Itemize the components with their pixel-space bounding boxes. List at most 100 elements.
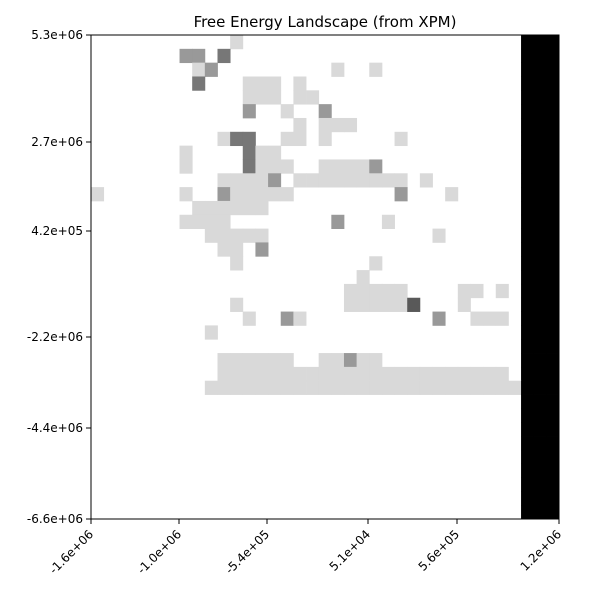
heatmap-cell: [204, 214, 218, 229]
heatmap-cell: [255, 200, 269, 216]
heatmap-cell: [533, 311, 547, 326]
heatmap-cell: [533, 173, 547, 188]
heatmap-cell: [521, 394, 535, 409]
heatmap-cell: [356, 297, 370, 312]
heatmap-cell: [546, 366, 560, 382]
heatmap-cell: [268, 187, 282, 202]
heatmap-cell: [331, 380, 345, 395]
heatmap-cell: [457, 283, 471, 299]
heatmap-cell: [242, 311, 256, 326]
heatmap-cell: [533, 449, 547, 465]
heatmap-cell: [483, 311, 497, 326]
heatmap-cell: [293, 76, 307, 91]
heatmap-cell: [419, 366, 433, 382]
heatmap-cell: [230, 242, 244, 257]
heatmap-cell: [293, 117, 307, 133]
heatmap-cell: [217, 228, 231, 243]
heatmap-cell: [546, 117, 560, 133]
heatmap-cell: [179, 159, 193, 174]
heatmap-cell: [470, 380, 484, 395]
heatmap-cell: [533, 477, 547, 492]
heatmap-cell: [521, 339, 535, 354]
heatmap-cell: [381, 173, 395, 188]
heatmap-cell: [407, 380, 421, 395]
heatmap-cell: [306, 173, 320, 188]
heatmap-cell: [546, 90, 560, 105]
heatmap-cell: [343, 117, 358, 133]
heatmap-cell: [381, 297, 395, 312]
heatmap-cell: [533, 159, 547, 174]
heatmap-cell: [546, 283, 560, 299]
heatmap-cell: [230, 297, 244, 312]
heatmap-cell: [230, 366, 244, 382]
heatmap-cells: [91, 35, 560, 520]
heatmap-cell: [546, 76, 560, 91]
heatmap-cell: [318, 380, 332, 395]
heatmap-cell: [306, 90, 320, 105]
heatmap-cell: [217, 187, 231, 202]
heatmap-cell: [546, 256, 560, 271]
heatmap-cell: [394, 131, 408, 147]
heatmap-cell: [521, 311, 535, 326]
heatmap-cell: [192, 200, 206, 216]
heatmap-cell: [192, 76, 206, 91]
heatmap-cell: [533, 214, 547, 229]
heatmap-cell: [521, 214, 535, 229]
heatmap-cell: [381, 366, 395, 382]
y-tick-label: 2.7e+06: [31, 135, 83, 149]
heatmap-cell: [521, 173, 535, 188]
y-tick-label: -4.4e+06: [27, 421, 83, 435]
heatmap-cell: [533, 228, 547, 243]
heatmap-cell: [255, 145, 269, 160]
heatmap-cell: [546, 408, 560, 423]
heatmap-cell: [331, 214, 345, 229]
heatmap-cell: [217, 200, 231, 216]
heatmap-cell: [521, 76, 535, 91]
heatmap-cell: [280, 131, 294, 147]
heatmap-cell: [533, 200, 547, 216]
heatmap-cell: [242, 200, 256, 216]
heatmap-cell: [508, 380, 522, 395]
y-tick-label: -6.6e+06: [27, 512, 83, 526]
heatmap-cell: [230, 380, 244, 395]
heatmap-cell: [546, 35, 560, 50]
x-tick-label: 5.6e+05: [416, 527, 463, 574]
heatmap-cell: [369, 297, 383, 312]
heatmap-cell: [230, 35, 244, 50]
heatmap-cell: [217, 353, 231, 368]
heatmap-cell: [432, 366, 446, 382]
heatmap-cell: [521, 491, 535, 506]
heatmap-cell: [521, 366, 535, 382]
heatmap-cell: [255, 366, 269, 382]
heatmap-cell: [318, 173, 332, 188]
heatmap-cell: [331, 173, 345, 188]
heatmap-cell: [318, 159, 332, 174]
heatmap-cell: [483, 380, 497, 395]
heatmap-cell: [470, 366, 484, 382]
heatmap-cell: [318, 104, 332, 119]
heatmap-cell: [546, 173, 560, 188]
x-tick-label: -5.4e+05: [223, 527, 273, 577]
heatmap-cell: [242, 104, 256, 119]
heatmap-cell: [546, 131, 560, 147]
heatmap-cell: [318, 117, 332, 133]
heatmap-cell: [179, 48, 193, 64]
heatmap-cell: [255, 380, 269, 395]
heatmap-cell: [242, 366, 256, 382]
heatmap-cell: [242, 173, 256, 188]
heatmap-cell: [192, 214, 206, 229]
heatmap-cell: [533, 380, 547, 395]
heatmap-cell: [268, 90, 282, 105]
heatmap-cell: [242, 131, 256, 147]
heatmap-cell: [268, 353, 282, 368]
heatmap-cell: [495, 380, 509, 395]
heatmap-cell: [356, 173, 370, 188]
heatmap-cell: [343, 366, 358, 382]
heatmap-cell: [306, 380, 320, 395]
heatmap-cell: [533, 366, 547, 382]
heatmap-cell: [217, 214, 231, 229]
heatmap-cell: [381, 214, 395, 229]
heatmap-cell: [521, 48, 535, 64]
heatmap-cell: [445, 366, 459, 382]
heatmap-cell: [217, 48, 231, 64]
